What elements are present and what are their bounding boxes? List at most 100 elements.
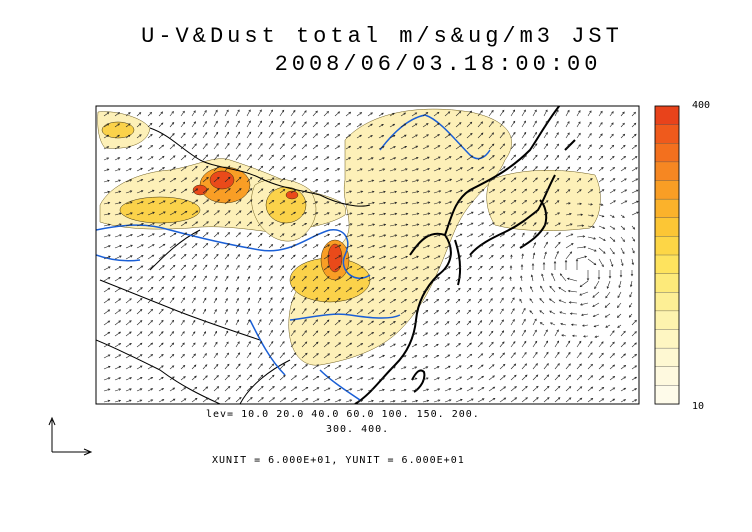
wind-vector [345, 388, 352, 392]
wind-vector-head [460, 178, 463, 181]
wind-vector-head [371, 168, 374, 171]
wind-vector [466, 255, 473, 260]
colorbar-max-label: 400 [692, 100, 710, 111]
wind-vector-head [349, 388, 353, 391]
wind-vector-head [580, 313, 584, 317]
colorbar-swatch [654, 198, 680, 219]
wind-vector-head [304, 341, 308, 344]
wind-vector-head [571, 243, 574, 246]
wind-vector-head [205, 242, 209, 246]
wind-vector [477, 222, 484, 227]
wind-vector-head [195, 210, 199, 213]
wind-vector-head [236, 297, 239, 301]
wind-vector [488, 375, 495, 381]
wind-vector-head [349, 179, 352, 182]
wind-vector [169, 331, 174, 337]
wind-vector [246, 199, 253, 205]
wind-vector [609, 189, 616, 194]
wind-vector-head [502, 244, 505, 247]
wind-vector [345, 266, 352, 271]
wind-vector [466, 189, 474, 194]
wind-vector [433, 366, 440, 370]
wind-vector-head [260, 363, 263, 366]
wind-vector-head [633, 111, 636, 115]
wind-vector [356, 366, 363, 370]
wind-vector-head [481, 233, 484, 236]
wind-vector [323, 122, 329, 128]
wind-vector-head [558, 241, 561, 245]
wind-vector-head [567, 143, 570, 147]
wind-vector-head [612, 330, 615, 333]
wind-vector-head [459, 155, 463, 159]
wind-vector [455, 156, 463, 161]
wind-vector-head [129, 190, 133, 193]
colorbar-min-label: 10 [692, 401, 704, 412]
wind-vector-head [227, 165, 231, 168]
wind-vector [158, 354, 164, 359]
wind-vector [576, 133, 581, 139]
wind-vector [279, 363, 286, 370]
wind-vector [169, 133, 175, 139]
wind-vector [136, 265, 143, 271]
wind-vector [510, 121, 516, 128]
wind-vector [433, 332, 439, 337]
wind-vector-head [382, 309, 386, 313]
wind-vector [235, 243, 241, 249]
wind-vector-head [601, 264, 604, 268]
wind-vector-head [327, 330, 330, 334]
wind-vector [499, 200, 506, 205]
wind-vector-head [382, 366, 385, 369]
wind-vector-head [524, 222, 527, 225]
wind-vector [543, 352, 549, 359]
wind-vector-head [194, 154, 198, 158]
wind-vector-head [161, 331, 164, 334]
wind-vector [356, 388, 363, 392]
wind-vector [191, 364, 197, 370]
wind-vector [312, 179, 318, 183]
wind-vector-head [481, 387, 485, 390]
wind-vector-head [327, 353, 330, 356]
wind-vector [125, 298, 132, 304]
wind-vector-head [492, 166, 495, 169]
wind-vector-head [459, 255, 462, 258]
wind-vector-head [414, 310, 418, 313]
wind-vector [202, 275, 207, 282]
wind-vector [224, 143, 230, 150]
wind-vector [378, 213, 386, 216]
wind-vector-head [327, 212, 330, 215]
wind-vector [576, 256, 587, 260]
wind-vector-head [622, 251, 625, 255]
wind-vector-head [427, 255, 430, 258]
wind-vector [180, 308, 185, 315]
wind-vector-head [128, 157, 132, 160]
wind-vector [114, 234, 122, 238]
wind-vector-head [447, 287, 450, 291]
wind-vector [510, 154, 516, 161]
wind-vector [202, 221, 209, 227]
wind-vector [565, 386, 572, 392]
wind-vector-head [249, 165, 253, 169]
wind-vector [213, 177, 220, 183]
wind-vector-head [338, 353, 342, 357]
wind-vector [224, 188, 231, 194]
wind-vector [334, 353, 341, 359]
wind-vector-head [545, 241, 548, 245]
wind-vector [334, 179, 340, 183]
wind-vector-head [226, 275, 229, 279]
wind-vector [587, 133, 592, 139]
wind-vector [136, 365, 143, 370]
wind-vector [290, 397, 297, 403]
wind-vector [488, 277, 493, 282]
wind-vector-head [426, 399, 430, 403]
wind-vector [180, 177, 187, 183]
wind-vector [565, 352, 571, 359]
wind-vector [257, 132, 263, 139]
wind-vector [268, 297, 273, 304]
wind-vector-head [315, 330, 319, 333]
wind-vector [290, 155, 296, 161]
wind-vector-head [182, 110, 185, 114]
wind-vector [631, 211, 639, 216]
wind-vector-head [140, 297, 143, 301]
wind-vector-head [228, 210, 231, 213]
wind-vector [290, 254, 296, 260]
